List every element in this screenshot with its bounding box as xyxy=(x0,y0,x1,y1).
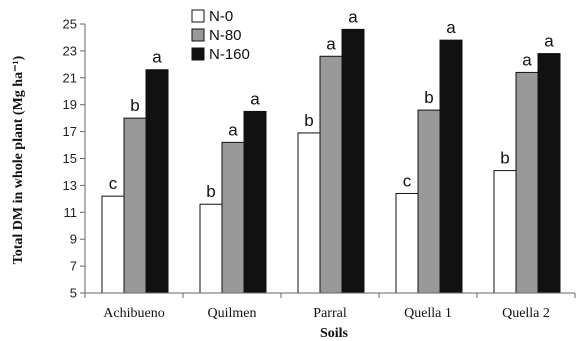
significance-label: c xyxy=(403,171,412,190)
significance-label: b xyxy=(130,96,139,115)
bar-n-160-achibueno xyxy=(145,69,169,294)
significance-label: a xyxy=(544,32,554,51)
legend-label: N-80 xyxy=(209,27,242,44)
x-tick-label: Quella 2 xyxy=(502,306,550,321)
significance-label: a xyxy=(446,18,456,37)
bar-n-80-quella-1 xyxy=(417,109,441,294)
y-tick-label: 23 xyxy=(63,43,77,58)
significance-label: b xyxy=(304,111,313,130)
legend-swatch-n-0 xyxy=(191,9,205,23)
bar-n-0-quilmen xyxy=(199,203,223,294)
y-tick-label: 15 xyxy=(63,151,77,166)
legend: N-0 N-80 N-160 xyxy=(191,8,250,63)
y-tick-label: 17 xyxy=(63,124,77,139)
bar-n-80-parral xyxy=(319,55,343,294)
bar-n-160-quella-1 xyxy=(439,39,463,294)
bar-n-80-quilmen xyxy=(221,141,245,294)
significance-label: a xyxy=(152,48,162,67)
bar-n-0-parral xyxy=(297,132,321,294)
bar-n-160-parral xyxy=(341,28,365,294)
significance-label: a xyxy=(250,89,260,108)
x-axis-title: Soils xyxy=(320,326,349,341)
x-axis: Achibueno Quilmen Parral Quella 1 Quella 2 xyxy=(84,292,576,321)
legend-label: N-0 xyxy=(209,8,233,25)
y-tick-label: 19 xyxy=(63,97,77,112)
significance-label: a xyxy=(522,50,532,69)
significance-label: b xyxy=(424,88,433,107)
bar-n-0-achibueno xyxy=(101,195,125,294)
y-axis-title: Total DM in whole plant (Mg ha⁻¹) xyxy=(11,55,26,264)
bar-n-80-quella-2 xyxy=(515,71,539,294)
y-tick-label: 11 xyxy=(64,205,78,220)
bar-n-0-quella-1 xyxy=(395,192,419,294)
x-tick-label: Quella 1 xyxy=(404,306,452,321)
y-axis: 5 7 9 11 13 15 17 19 21 23 25 xyxy=(63,17,86,301)
legend-swatch-n-80 xyxy=(191,28,205,42)
significance-label: a xyxy=(228,120,238,139)
x-tick-label: Achibueno xyxy=(103,306,164,321)
significance-label: c xyxy=(109,174,118,193)
significance-label: b xyxy=(206,182,215,201)
y-tick-label: 9 xyxy=(70,232,77,247)
bar-n-0-quella-2 xyxy=(493,170,517,294)
bar-n-160-quella-2 xyxy=(537,53,561,294)
significance-label: a xyxy=(326,34,336,53)
significance-label: b xyxy=(500,149,509,168)
y-tick-label: 7 xyxy=(70,259,77,274)
bar-n-160-quilmen xyxy=(243,110,267,294)
x-tick-label: Quilmen xyxy=(208,306,257,321)
legend-label: N-160 xyxy=(209,46,250,63)
x-tick-label: Parral xyxy=(313,306,347,321)
y-tick-label: 25 xyxy=(63,17,77,32)
y-tick-label: 13 xyxy=(63,178,77,193)
legend-swatch-n-160 xyxy=(191,47,205,61)
bar-n-80-achibueno xyxy=(123,117,147,294)
y-tick-label: 21 xyxy=(63,70,77,85)
significance-label: a xyxy=(348,7,358,26)
y-tick-label: 5 xyxy=(70,286,77,301)
